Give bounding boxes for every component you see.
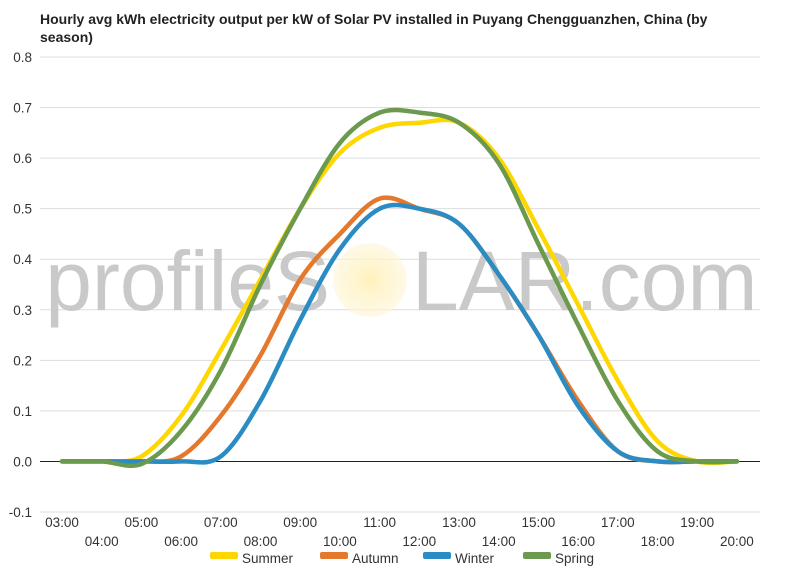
y-tick-label: 0.8 bbox=[13, 50, 32, 65]
chart-title: Hourly avg kWh electricity output per kW… bbox=[40, 11, 708, 45]
legend-label-summer: Summer bbox=[242, 551, 294, 566]
legend-swatch-winter bbox=[423, 552, 451, 559]
x-tick-label: 13:00 bbox=[442, 515, 476, 530]
series-line-winter bbox=[59, 202, 740, 465]
y-tick-label: 0.5 bbox=[13, 202, 32, 217]
legend-swatch-spring bbox=[523, 552, 551, 559]
series-line-spring bbox=[59, 107, 740, 469]
y-tick-label: 0.3 bbox=[13, 303, 32, 318]
x-tick-label: 19:00 bbox=[680, 515, 714, 530]
y-tick-label: 0.0 bbox=[13, 454, 32, 469]
x-tick-label: 06:00 bbox=[164, 534, 198, 549]
series-lines bbox=[59, 107, 740, 469]
x-tick-label: 17:00 bbox=[601, 515, 635, 530]
x-tick-label: 08:00 bbox=[244, 534, 278, 549]
y-axis-ticks: -0.1 0.0 0.1 0.2 0.3 0.4 0.5 0.6 0.7 0.8 bbox=[9, 50, 33, 520]
y-tick-label: 0.2 bbox=[13, 353, 32, 368]
y-tick-label: 0.7 bbox=[13, 101, 32, 116]
y-tick-label: -0.1 bbox=[9, 505, 32, 520]
sun-logo-icon bbox=[333, 243, 407, 317]
x-axis-ticks: 03:00 04:00 05:00 06:00 07:00 08:00 09:00 10:00… bbox=[45, 515, 754, 549]
x-tick-label: 18:00 bbox=[641, 534, 675, 549]
x-tick-label: 14:00 bbox=[482, 534, 516, 549]
x-tick-label: 05:00 bbox=[125, 515, 159, 530]
legend-label-autumn: Autumn bbox=[352, 551, 399, 566]
x-tick-label: 03:00 bbox=[45, 515, 79, 530]
legend-swatch-summer bbox=[210, 552, 238, 559]
x-tick-label: 04:00 bbox=[85, 534, 119, 549]
legend-label-winter: Winter bbox=[455, 551, 495, 566]
legend: Summer Autumn Winter Spring bbox=[210, 551, 594, 566]
series-line-summer bbox=[59, 117, 740, 466]
x-tick-label: 12:00 bbox=[402, 534, 436, 549]
x-tick-label: 20:00 bbox=[720, 534, 754, 549]
x-tick-label: 10:00 bbox=[323, 534, 357, 549]
x-tick-label: 07:00 bbox=[204, 515, 238, 530]
x-tick-label: 11:00 bbox=[363, 515, 396, 530]
legend-label-spring: Spring bbox=[555, 551, 594, 566]
x-tick-label: 15:00 bbox=[522, 515, 556, 530]
y-tick-label: 0.4 bbox=[13, 252, 32, 267]
watermark-text-left: profileS bbox=[45, 234, 330, 328]
legend-swatch-autumn bbox=[320, 552, 348, 559]
watermark: profileS LAR.com bbox=[45, 234, 757, 328]
x-tick-label: 09:00 bbox=[283, 515, 317, 530]
watermark-text-right: LAR.com bbox=[412, 234, 757, 328]
y-tick-label: 0.6 bbox=[13, 151, 32, 166]
y-tick-label: 0.1 bbox=[13, 404, 32, 419]
x-tick-label: 16:00 bbox=[561, 534, 595, 549]
